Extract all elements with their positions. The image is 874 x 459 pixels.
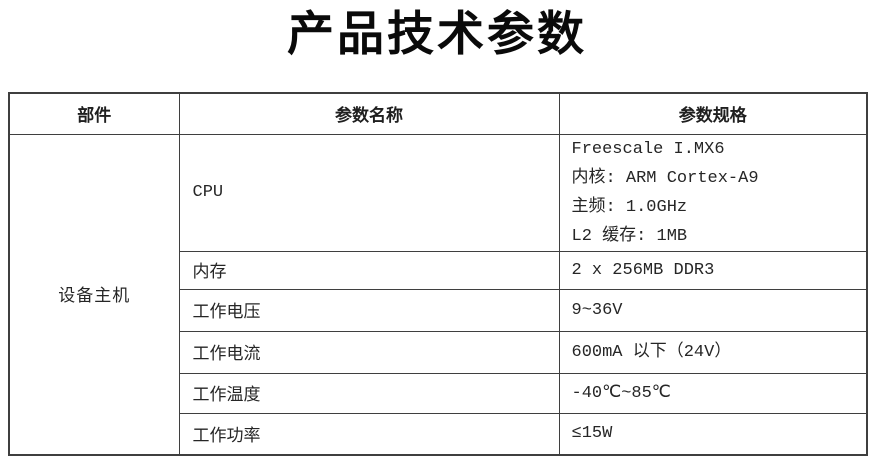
spec-line: ≤15W xyxy=(571,424,613,444)
header-cell-param-spec: 参数规格 xyxy=(558,92,868,135)
page-title: 产品技术参数 xyxy=(287,7,587,60)
param-name-cell: 内存 xyxy=(178,250,560,290)
table-row: 内存 2 x 256MB DDR3 xyxy=(9,250,868,290)
header-row: 部件 参数名称 参数规格 xyxy=(8,92,868,135)
spec-line: 2 x 256MB DDR3 xyxy=(571,260,715,280)
table-row: 工作电流 600mA 以下（24V） xyxy=(9,330,868,374)
header-cell-component: 部件 xyxy=(8,92,180,135)
component-group-cell: 设备主机 xyxy=(8,133,180,456)
spec-table: 部件 参数名称 参数规格 设备主机 CPU Freescale I.MX6 内核: A… xyxy=(8,92,868,456)
param-name-cell: 工作温度 xyxy=(178,372,560,414)
param-spec-cell: 2 x 256MB DDR3 xyxy=(558,250,868,290)
table-row: 工作电压 9~36V xyxy=(9,288,868,332)
spec-table-header: 部件 参数名称 参数规格 xyxy=(8,92,868,135)
table-row: 设备主机 CPU Freescale I.MX6 内核: ARM Cortex-A9 主… xyxy=(8,133,868,456)
param-spec-cell: 600mA 以下（24V） xyxy=(558,330,868,374)
spec-line: -40℃~85℃ xyxy=(571,383,671,403)
param-name-cell: CPU xyxy=(178,133,560,252)
spec-line: 主频: 1.0GHz xyxy=(571,197,688,217)
header-cell-param-name: 参数名称 xyxy=(178,92,560,135)
spec-line: 9~36V xyxy=(571,300,623,320)
param-spec-cell: Freescale I.MX6 内核: ARM Cortex-A9 主频: 1.0G… xyxy=(558,133,868,252)
table-row: 工作功率 ≤15W xyxy=(9,412,868,456)
spec-line: 内核: ARM Cortex-A9 xyxy=(571,168,759,188)
spec-line: L2 缓存: 1MB xyxy=(571,226,688,246)
spec-line: 600mA 以下（24V） xyxy=(571,342,732,362)
param-name-cell: 工作电流 xyxy=(178,330,560,374)
param-spec-cell: 9~36V xyxy=(558,288,868,332)
param-name-cell: 工作电压 xyxy=(178,288,560,332)
spec-line: Freescale I.MX6 xyxy=(571,139,725,159)
param-spec-cell: -40℃~85℃ xyxy=(558,372,868,414)
param-spec-cell: ≤15W xyxy=(558,412,868,456)
table-row: 工作温度 -40℃~85℃ xyxy=(9,372,868,414)
param-name-cell: 工作功率 xyxy=(178,412,560,456)
spec-table-body: 设备主机 CPU Freescale I.MX6 内核: ARM Cortex-A9 主… xyxy=(8,133,868,456)
